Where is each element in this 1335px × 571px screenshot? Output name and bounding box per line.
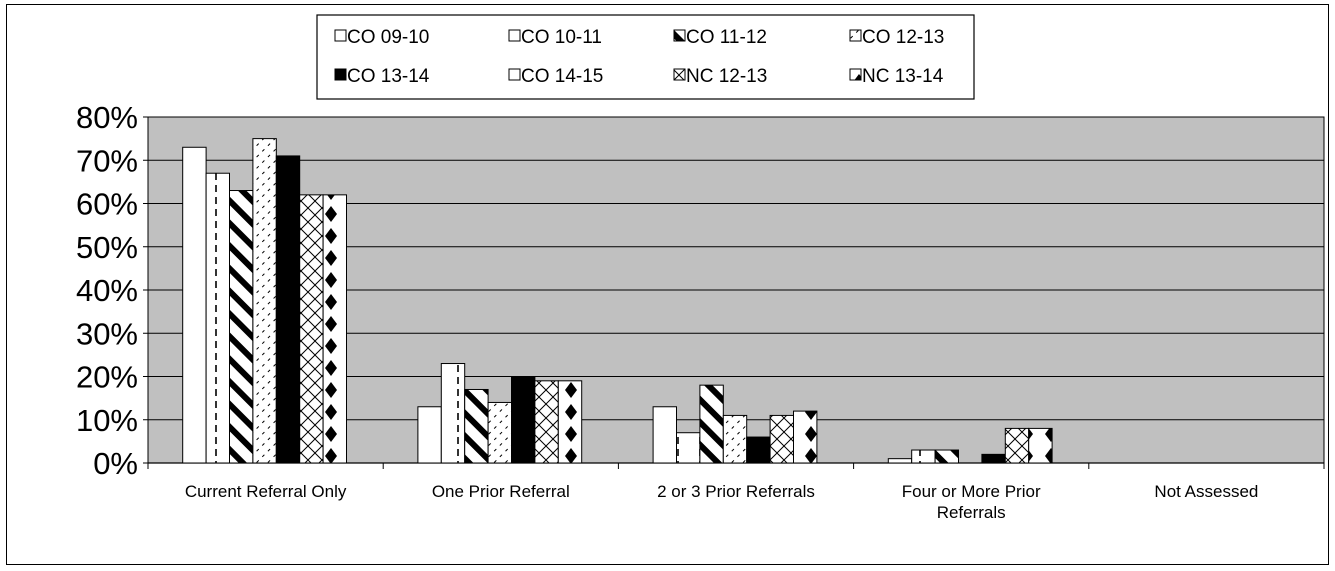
bar — [252, 138, 277, 464]
legend-swatch — [508, 68, 521, 81]
y-tick-label: 70% — [76, 143, 138, 178]
bar-chart: 0% 10% 20% 30% 40% 50% 60% 70% 80% Current Refer… — [76, 14, 1325, 522]
legend-label: CO 10-11 — [521, 27, 602, 48]
bar — [299, 194, 324, 464]
bar — [322, 194, 348, 464]
bar — [1028, 427, 1053, 464]
bar — [676, 432, 701, 464]
bar — [557, 380, 583, 464]
bar — [934, 449, 959, 464]
y-tick-label: 50% — [76, 230, 138, 265]
legend-label: CO 09-10 — [347, 27, 429, 48]
bar — [911, 449, 936, 464]
legend-swatch — [673, 68, 686, 81]
bar — [746, 436, 771, 464]
bar — [534, 380, 559, 464]
legend-swatch — [508, 29, 521, 42]
bar — [205, 172, 231, 464]
x-category-label: Not Assessed — [1154, 482, 1258, 501]
legend-label: NC 13-14 — [862, 66, 944, 87]
bar — [464, 388, 489, 464]
chart-frame: 0% 10% 20% 30% 40% 50% 60% 70% 80% Current Refer… — [6, 4, 1329, 565]
bar — [793, 410, 818, 464]
bar — [275, 155, 301, 464]
bar — [652, 406, 677, 464]
bar — [417, 406, 442, 464]
bar — [229, 190, 254, 464]
bar — [487, 401, 513, 464]
bar — [440, 363, 466, 464]
bar — [769, 414, 794, 464]
bar — [722, 414, 748, 464]
x-category-label: Current Referral Only — [185, 482, 347, 501]
legend-swatch — [673, 29, 686, 42]
legend — [316, 14, 975, 100]
bar — [511, 376, 536, 464]
y-tick-label: 10% — [76, 403, 138, 438]
x-category-label: One Prior Referral — [432, 482, 570, 501]
bar — [981, 453, 1006, 464]
legend-label: CO 14-15 — [521, 66, 603, 87]
legend-swatch — [334, 29, 347, 42]
y-tick-label: 0% — [93, 446, 138, 481]
legend-swatch — [849, 29, 862, 42]
legend-label: CO 11-12 — [686, 27, 767, 48]
bar — [887, 458, 913, 464]
y-tick-label: 60% — [76, 187, 138, 222]
y-tick-label: 30% — [76, 316, 138, 351]
legend-label: NC 12-13 — [686, 66, 767, 87]
x-category-label: 2 or 3 Prior Referrals — [657, 482, 815, 501]
y-tick-label: 80% — [76, 100, 138, 135]
legend-label: CO 13-14 — [347, 66, 430, 87]
y-tick-label: 20% — [76, 360, 138, 395]
y-tick-label: 40% — [76, 273, 138, 308]
bar — [1004, 427, 1030, 464]
bar — [182, 146, 207, 464]
legend-label: CO 12-13 — [862, 27, 944, 48]
x-category-label: Four or More Prior Referrals — [902, 482, 1041, 522]
legend-swatch — [849, 68, 862, 81]
bar — [699, 384, 724, 464]
legend-swatch — [334, 68, 347, 81]
